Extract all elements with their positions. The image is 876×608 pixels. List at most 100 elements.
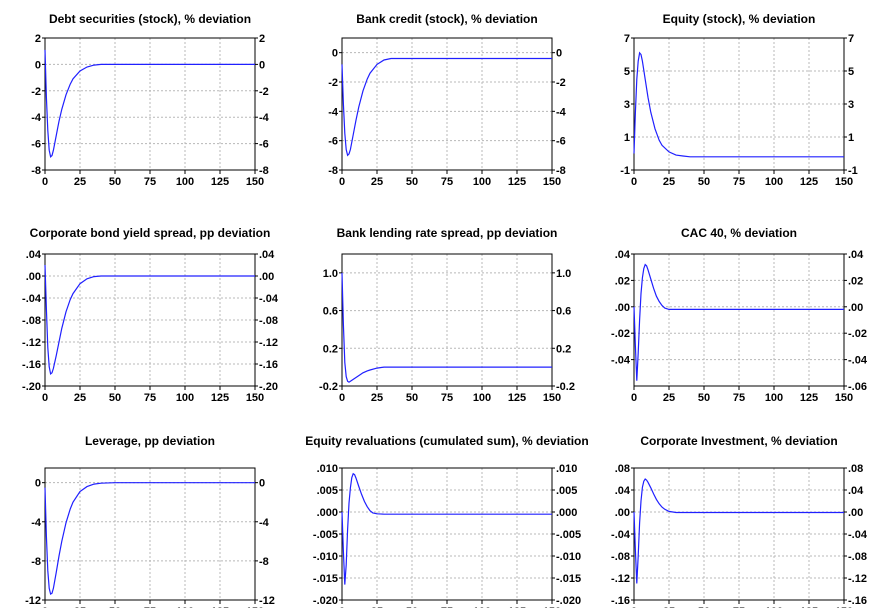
y-tick-label-left: -12 bbox=[25, 595, 41, 607]
y-tick-label-left: 0 bbox=[35, 478, 41, 490]
x-tick-label: 125 bbox=[800, 392, 818, 404]
y-tick-label-left: -.08 bbox=[611, 551, 630, 563]
y-tick-label-right: .02 bbox=[848, 275, 863, 287]
series-line bbox=[44, 482, 255, 596]
y-tick-label-right: -.06 bbox=[848, 381, 867, 393]
x-tick-label: 125 bbox=[211, 606, 229, 608]
y-tick-label-left: 0.6 bbox=[323, 306, 338, 318]
y-tick-label-left: -.12 bbox=[611, 573, 630, 585]
chart-title: Corporate bond yield spread, pp deviatio… bbox=[29, 226, 271, 240]
y-tick-label-left: 3 bbox=[624, 99, 630, 111]
x-tick-label: 0 bbox=[631, 392, 637, 404]
x-tick-label: 0 bbox=[42, 606, 48, 608]
y-tick-label-right: -.005 bbox=[556, 529, 581, 541]
y-tick-label-right: .08 bbox=[848, 463, 863, 475]
y-tick-label-left: .04 bbox=[615, 249, 631, 261]
x-tick-label: 75 bbox=[733, 176, 745, 188]
y-tick-label-right: -.16 bbox=[259, 359, 278, 371]
y-tick-label-left: 5 bbox=[624, 66, 630, 78]
y-tick-label-right: .005 bbox=[556, 485, 577, 497]
y-tick-label-right: .04 bbox=[848, 485, 864, 497]
y-tick-label-left: .005 bbox=[317, 485, 338, 497]
series-line bbox=[633, 263, 844, 381]
y-tick-label-left: -.015 bbox=[313, 573, 338, 585]
y-tick-label-right: .00 bbox=[848, 302, 863, 314]
y-tick-label-left: 0 bbox=[35, 59, 41, 71]
x-tick-label: 150 bbox=[835, 176, 853, 188]
x-tick-label: 0 bbox=[42, 392, 48, 404]
y-tick-label-right: 2 bbox=[259, 33, 265, 45]
x-tick-label: 25 bbox=[371, 392, 383, 404]
y-tick-label-left: -.08 bbox=[22, 315, 41, 327]
chart-title: Leverage, pp deviation bbox=[84, 434, 216, 448]
x-tick-label: 25 bbox=[371, 606, 383, 608]
x-tick-label: 75 bbox=[441, 606, 453, 608]
y-tick-label-left: -.16 bbox=[611, 595, 630, 607]
x-tick-label: 100 bbox=[176, 176, 194, 188]
y-tick-label-right: -.04 bbox=[848, 529, 868, 541]
y-tick-label-left: .000 bbox=[317, 507, 338, 519]
y-tick-label-left: 1 bbox=[624, 132, 630, 144]
y-tick-label-left: -8 bbox=[31, 165, 41, 177]
y-tick-label-right: -.20 bbox=[259, 381, 278, 393]
series-line bbox=[44, 49, 255, 158]
x-tick-label: 150 bbox=[246, 392, 264, 404]
y-tick-label-left: -.12 bbox=[22, 337, 41, 349]
y-tick-label-right: -.010 bbox=[556, 551, 581, 563]
gridlines bbox=[342, 468, 552, 600]
x-tick-label: 75 bbox=[144, 392, 156, 404]
y-tick-label-right: .00 bbox=[259, 271, 274, 283]
y-tick-label-right: -4 bbox=[259, 517, 270, 529]
x-tick-label: 50 bbox=[406, 392, 418, 404]
chart-title: Corporate Investment, % deviation bbox=[640, 434, 838, 448]
x-tick-label: 150 bbox=[835, 392, 853, 404]
x-tick-label: 100 bbox=[765, 606, 783, 608]
y-tick-label-right: -2 bbox=[556, 77, 566, 89]
y-tick-label-left: .02 bbox=[615, 275, 630, 287]
x-tick-label: 100 bbox=[765, 392, 783, 404]
x-tick-label: 50 bbox=[109, 606, 121, 608]
chart-title: Equity revaluations (cumulated sum), % d… bbox=[305, 434, 589, 448]
x-tick-label: 150 bbox=[246, 176, 264, 188]
x-tick-label: 100 bbox=[176, 606, 194, 608]
y-tick-label-right: 1.0 bbox=[556, 268, 571, 280]
x-tick-label: 50 bbox=[406, 176, 418, 188]
x-tick-label: 75 bbox=[441, 176, 453, 188]
x-tick-label: 100 bbox=[473, 392, 491, 404]
y-tick-label-right: -0.2 bbox=[556, 381, 575, 393]
x-tick-label: 150 bbox=[246, 606, 264, 608]
x-tick-label: 0 bbox=[631, 606, 637, 608]
x-tick-label: 0 bbox=[339, 176, 345, 188]
y-tick-label-left: -.010 bbox=[313, 551, 338, 563]
x-tick-label: 50 bbox=[406, 606, 418, 608]
series-line bbox=[633, 51, 844, 158]
y-tick-label-right: -6 bbox=[556, 136, 566, 148]
y-tick-label-right: -8 bbox=[556, 165, 566, 177]
y-tick-label-left: .04 bbox=[615, 485, 631, 497]
y-tick-label-right: -4 bbox=[259, 112, 270, 124]
x-tick-label: 150 bbox=[543, 176, 561, 188]
x-tick-label: 100 bbox=[473, 606, 491, 608]
y-tick-label-left: -4 bbox=[31, 517, 42, 529]
x-tick-label: 25 bbox=[74, 392, 86, 404]
x-tick-label: 125 bbox=[800, 606, 818, 608]
y-tick-label-left: .00 bbox=[615, 302, 630, 314]
y-tick-label-right: .010 bbox=[556, 463, 577, 475]
x-tick-label: 125 bbox=[508, 176, 526, 188]
gridlines bbox=[634, 38, 844, 170]
x-tick-label: 75 bbox=[733, 392, 745, 404]
y-tick-label-right: -12 bbox=[259, 595, 275, 607]
y-tick-label-right: 0 bbox=[556, 48, 562, 60]
y-tick-label-right: -.08 bbox=[259, 315, 278, 327]
y-tick-label-left: .04 bbox=[26, 249, 42, 261]
y-tick-label-right: -.04 bbox=[848, 355, 868, 367]
x-tick-label: 125 bbox=[508, 392, 526, 404]
x-tick-label: 125 bbox=[211, 176, 229, 188]
x-tick-label: 50 bbox=[698, 392, 710, 404]
y-tick-label-left: -.005 bbox=[313, 529, 338, 541]
series-line bbox=[341, 472, 552, 585]
